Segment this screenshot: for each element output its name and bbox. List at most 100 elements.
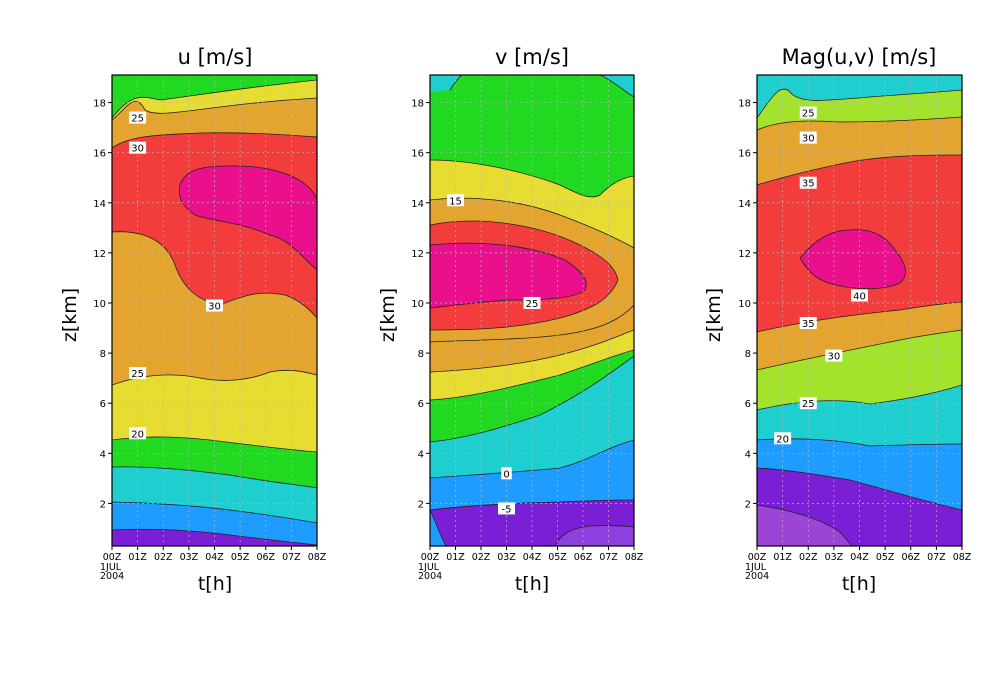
y-tick-label: 2 bbox=[100, 499, 106, 510]
x-tick-label: 01Z bbox=[446, 552, 465, 563]
contour-label-bg bbox=[799, 106, 817, 119]
x-tick-label: 07Z bbox=[282, 552, 301, 563]
contour-label: 35 bbox=[802, 319, 815, 330]
y-tick-label: 14 bbox=[411, 199, 424, 210]
panel-u: 25 30 30 25 20 00Z 01Z 02Z 03Z 04Z 05Z 06Z 07Z 08Z 1J… bbox=[59, 45, 327, 595]
contour-label: 35 bbox=[802, 179, 815, 190]
contour-label: 30 bbox=[828, 352, 841, 363]
y-tick-label: 4 bbox=[745, 449, 751, 460]
panel-mag: 25 30 35 40 35 30 25 20 00Z 01Z 02Z 03Z 04Z 05Z 06Z 07… bbox=[703, 45, 972, 595]
contour-label-bg bbox=[799, 131, 817, 144]
x-tick-label: 04Z bbox=[205, 552, 224, 563]
panel-u-title: u [m/s] bbox=[178, 45, 253, 69]
contour-label-bg bbox=[206, 299, 223, 312]
panel-mag-contour-labels: 25 30 35 40 35 30 25 20 bbox=[774, 106, 868, 445]
panel-v-ylabel: z[km] bbox=[377, 288, 399, 342]
x-tick-label: 04Z bbox=[850, 552, 869, 563]
y-tick-label: 6 bbox=[418, 399, 424, 410]
y-tick-label: 4 bbox=[418, 449, 424, 460]
x-tick-label: 01Z bbox=[773, 552, 792, 563]
y-tick-label: 16 bbox=[738, 149, 751, 160]
panel-v-title: v [m/s] bbox=[495, 45, 569, 69]
y-tick-label: 8 bbox=[418, 349, 424, 360]
x-tick-label: 03Z bbox=[497, 552, 516, 563]
y-tick-label: 8 bbox=[745, 349, 751, 360]
x-tick-label: 01Z bbox=[128, 552, 147, 563]
contour-label: 25 bbox=[526, 299, 539, 310]
panel-v-grid bbox=[430, 75, 634, 546]
x-tick-label: 08Z bbox=[953, 552, 972, 563]
contour-label: 25 bbox=[131, 369, 144, 380]
contour-label: 25 bbox=[802, 109, 815, 120]
contour-label: 25 bbox=[131, 114, 144, 125]
contour-label-bg bbox=[799, 317, 817, 330]
contour-label-bg bbox=[447, 194, 464, 207]
x-tick-label: 08Z bbox=[308, 552, 327, 563]
panel-v-contour-fill bbox=[430, 75, 634, 546]
contour-label-bg bbox=[799, 176, 817, 189]
contour-label: 30 bbox=[208, 301, 221, 312]
x-tick-label: 00Z bbox=[748, 552, 767, 563]
y-tick-label: 4 bbox=[100, 449, 106, 460]
contour-label: -5 bbox=[502, 504, 512, 515]
y-tick-label: 10 bbox=[411, 299, 424, 310]
x-tick-label: 07Z bbox=[927, 552, 946, 563]
x-tick-label: 04Z bbox=[523, 552, 542, 563]
panel-mag-ylabel: z[km] bbox=[703, 288, 725, 342]
x-tick-label: 03Z bbox=[180, 552, 199, 563]
panel-mag-xlabel: t[h] bbox=[842, 573, 876, 595]
x-date-label: 2004 bbox=[418, 571, 442, 582]
contour-label-bg bbox=[523, 296, 541, 309]
y-tick-label: 8 bbox=[100, 349, 106, 360]
panel-mag-contour-fill bbox=[757, 75, 962, 546]
y-tick-label: 14 bbox=[93, 199, 106, 210]
panel-u-ylabel: z[km] bbox=[59, 288, 81, 342]
y-tick-label: 18 bbox=[411, 99, 424, 110]
x-tick-label: 05Z bbox=[231, 552, 250, 563]
contour-label: 30 bbox=[802, 134, 815, 145]
y-tick-label: 2 bbox=[418, 499, 424, 510]
panel-mag-grid bbox=[757, 75, 962, 546]
y-tick-label: 18 bbox=[93, 99, 106, 110]
contour-label: 25 bbox=[802, 399, 815, 410]
contour-label-bg bbox=[129, 141, 147, 154]
x-tick-label: 03Z bbox=[825, 552, 844, 563]
contour-label: 0 bbox=[503, 469, 509, 480]
y-tick-label: 12 bbox=[93, 249, 106, 260]
y-tick-label: 12 bbox=[738, 249, 751, 260]
y-tick-label: 14 bbox=[738, 199, 751, 210]
x-tick-label: 02Z bbox=[472, 552, 491, 563]
contour-label: 15 bbox=[449, 196, 462, 207]
contour-label-bg bbox=[129, 427, 147, 440]
x-tick-label: 08Z bbox=[625, 552, 644, 563]
contour-label-bg bbox=[129, 367, 147, 380]
x-tick-label: 00Z bbox=[103, 552, 122, 563]
x-tick-label: 07Z bbox=[599, 552, 618, 563]
y-tick-label: 18 bbox=[738, 99, 751, 110]
panel-mag-title: Mag(u,v) [m/s] bbox=[782, 45, 937, 69]
contour-label-bg bbox=[501, 467, 512, 480]
x-tick-label: 02Z bbox=[154, 552, 173, 563]
x-tick-label: 06Z bbox=[901, 552, 920, 563]
y-tick-label: 2 bbox=[745, 499, 751, 510]
y-tick-label: 6 bbox=[745, 399, 751, 410]
y-tick-label: 16 bbox=[93, 149, 106, 160]
x-date-label: 2004 bbox=[745, 571, 769, 582]
x-date-label: 2004 bbox=[100, 571, 124, 582]
y-tick-label: 16 bbox=[411, 149, 424, 160]
contour-label: 20 bbox=[131, 429, 144, 440]
y-tick-label: 6 bbox=[100, 399, 106, 410]
x-tick-label: 05Z bbox=[876, 552, 895, 563]
panel-v-contour-labels: 15 25 0 -5 bbox=[447, 194, 541, 515]
x-date-label: 1JUL bbox=[745, 562, 767, 573]
y-tick-label: 12 bbox=[411, 249, 424, 260]
panel-u-contour-labels: 25 30 30 25 20 bbox=[129, 111, 223, 440]
x-tick-label: 00Z bbox=[421, 552, 440, 563]
x-tick-label: 06Z bbox=[574, 552, 593, 563]
contour-label: 30 bbox=[131, 144, 144, 155]
x-tick-label: 05Z bbox=[548, 552, 567, 563]
